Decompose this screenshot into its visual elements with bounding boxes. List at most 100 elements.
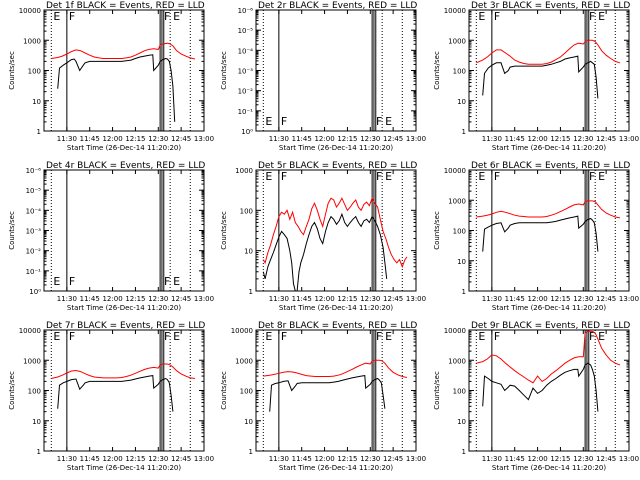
y-tick-label: 10⁻³ xyxy=(26,228,42,236)
y-tick-label: 1 xyxy=(37,448,41,456)
series-line-lld xyxy=(476,39,621,65)
marker-label: E xyxy=(173,10,180,23)
y-tick-label: 100 xyxy=(453,388,466,396)
x-tick-label: 11:45 xyxy=(505,295,525,303)
x-tick-label: 12:30 xyxy=(148,295,168,303)
y-axis-label: Counts/sec xyxy=(433,211,441,250)
x-tick-label: 11:45 xyxy=(292,295,312,303)
marker-label: E xyxy=(173,275,180,288)
series-line-events xyxy=(482,215,599,252)
x-tick-label: 11:30 xyxy=(57,455,77,463)
marker-label: F xyxy=(69,275,75,288)
x-tick-label: 12:45 xyxy=(383,135,403,143)
plot-frame xyxy=(468,9,630,132)
y-tick-label: 1000 xyxy=(448,197,466,205)
y-tick-label: 100 xyxy=(453,68,466,76)
y-tick-label: 1000 xyxy=(448,357,466,365)
y-tick-label: 10⁻⁶ xyxy=(238,7,254,15)
x-tick-label: 12:30 xyxy=(148,455,168,463)
x-tick-label: 12:45 xyxy=(596,135,616,143)
y-tick-label: 10⁻² xyxy=(26,248,42,256)
panel-title: Det 3r BLACK = Events, RED = LLD xyxy=(471,1,630,11)
plot-frame xyxy=(43,9,205,132)
marker-label: F xyxy=(376,115,382,128)
y-tick-label: 10 xyxy=(244,418,253,426)
y-axis-label: Counts/sec xyxy=(220,371,228,410)
y-axis-label: Counts/sec xyxy=(8,51,16,90)
y-axis-label: Counts/sec xyxy=(220,51,228,90)
x-tick-label: 11:45 xyxy=(292,135,312,143)
panel-title: Det 9r BLACK = Events, RED = LLD xyxy=(471,321,630,331)
x-tick-label: 12:45 xyxy=(171,295,191,303)
y-tick-label: 1 xyxy=(462,128,466,136)
x-tick-label: 13:00 xyxy=(619,295,639,303)
marker-label: E xyxy=(478,170,485,183)
plot-frame xyxy=(468,329,630,452)
x-tick-label: 13:00 xyxy=(619,135,639,143)
x-tick-label: 12:45 xyxy=(383,295,403,303)
panel-title: Det 5r BLACK = Events, RED = LLD xyxy=(258,161,417,171)
panel-title: Det 8r BLACK = Events, RED = LLD xyxy=(258,321,417,331)
x-tick-label: 11:30 xyxy=(482,295,502,303)
plot-frame xyxy=(43,169,205,292)
marker-label: F xyxy=(281,170,287,183)
marker-label: F xyxy=(281,115,287,128)
x-tick-label: 11:30 xyxy=(269,135,289,143)
x-tick-label: 11:45 xyxy=(292,455,312,463)
y-tick-label: 1 xyxy=(462,448,466,456)
y-tick-label: 10⁻⁶ xyxy=(26,167,42,175)
y-axis-label: Counts/sec xyxy=(220,211,228,250)
y-tick-label: 1000 xyxy=(23,37,41,45)
panel-6: 11:30 11:45 12:00 12:15 12:30 12:45 13:00 1 10 10… xyxy=(433,161,639,312)
panel-title: Det 6r BLACK = Events, RED = LLD xyxy=(471,161,630,171)
y-tick-label: 100 xyxy=(28,388,41,396)
y-tick-label: 100 xyxy=(240,388,253,396)
x-tick-label: 12:15 xyxy=(125,455,145,463)
x-axis-label: Start Time (26-Dec-14 11:20:20) xyxy=(67,304,181,312)
marker-label: E xyxy=(53,10,60,23)
y-tick-label: 10 xyxy=(244,248,253,256)
y-tick-label: 10⁻¹ xyxy=(238,108,254,116)
x-tick-label: 12:00 xyxy=(314,135,334,143)
marker-label: F xyxy=(589,10,595,23)
series-line-lld xyxy=(51,363,195,379)
y-tick-label: 100 xyxy=(453,228,466,236)
y-tick-label: 10⁻⁵ xyxy=(238,27,254,35)
y-tick-label: 1000 xyxy=(235,357,253,365)
x-tick-label: 13:00 xyxy=(406,135,426,143)
x-tick-label: 12:45 xyxy=(596,295,616,303)
panel-9: 11:30 11:45 12:00 12:15 12:30 12:45 13:00 1 10 10… xyxy=(433,321,639,472)
y-tick-label: 10000 xyxy=(444,327,466,335)
x-tick-label: 13:00 xyxy=(406,455,426,463)
x-tick-label: 12:00 xyxy=(102,455,122,463)
x-tick-label: 13:00 xyxy=(194,295,214,303)
marker-label: F xyxy=(376,330,382,343)
marker-label: E xyxy=(385,330,392,343)
marker-label: F xyxy=(589,330,595,343)
x-tick-label: 12:00 xyxy=(527,295,547,303)
marker-label: F xyxy=(69,330,75,343)
series-line-events xyxy=(57,375,174,412)
y-tick-label: 10 xyxy=(457,258,466,266)
x-tick-label: 12:45 xyxy=(383,455,403,463)
marker-label: E xyxy=(265,115,272,128)
x-tick-label: 12:00 xyxy=(527,135,547,143)
series-line-events xyxy=(262,212,388,292)
panel-title: Det 4r BLACK = Events, RED = LLD xyxy=(46,161,205,171)
marker-label: E xyxy=(265,170,272,183)
marker-label: F xyxy=(494,10,500,23)
y-tick-label: 100 xyxy=(28,68,41,76)
x-tick-label: 12:15 xyxy=(337,455,357,463)
x-tick-label: 12:15 xyxy=(337,135,357,143)
marker-label: E xyxy=(598,170,605,183)
x-tick-label: 12:30 xyxy=(573,135,593,143)
plot-frame xyxy=(255,329,417,452)
y-tick-label: 1000 xyxy=(448,37,466,45)
y-tick-label: 10000 xyxy=(444,7,466,15)
marker-label: F xyxy=(164,330,170,343)
panel-4: 11:30 11:45 12:00 12:15 12:30 12:45 13:00 10⁰ 10… xyxy=(8,161,214,312)
y-tick-label: 10⁻⁴ xyxy=(238,47,254,55)
marker-label: E xyxy=(265,330,272,343)
x-axis-label: Start Time (26-Dec-14 11:20:20) xyxy=(67,144,181,152)
